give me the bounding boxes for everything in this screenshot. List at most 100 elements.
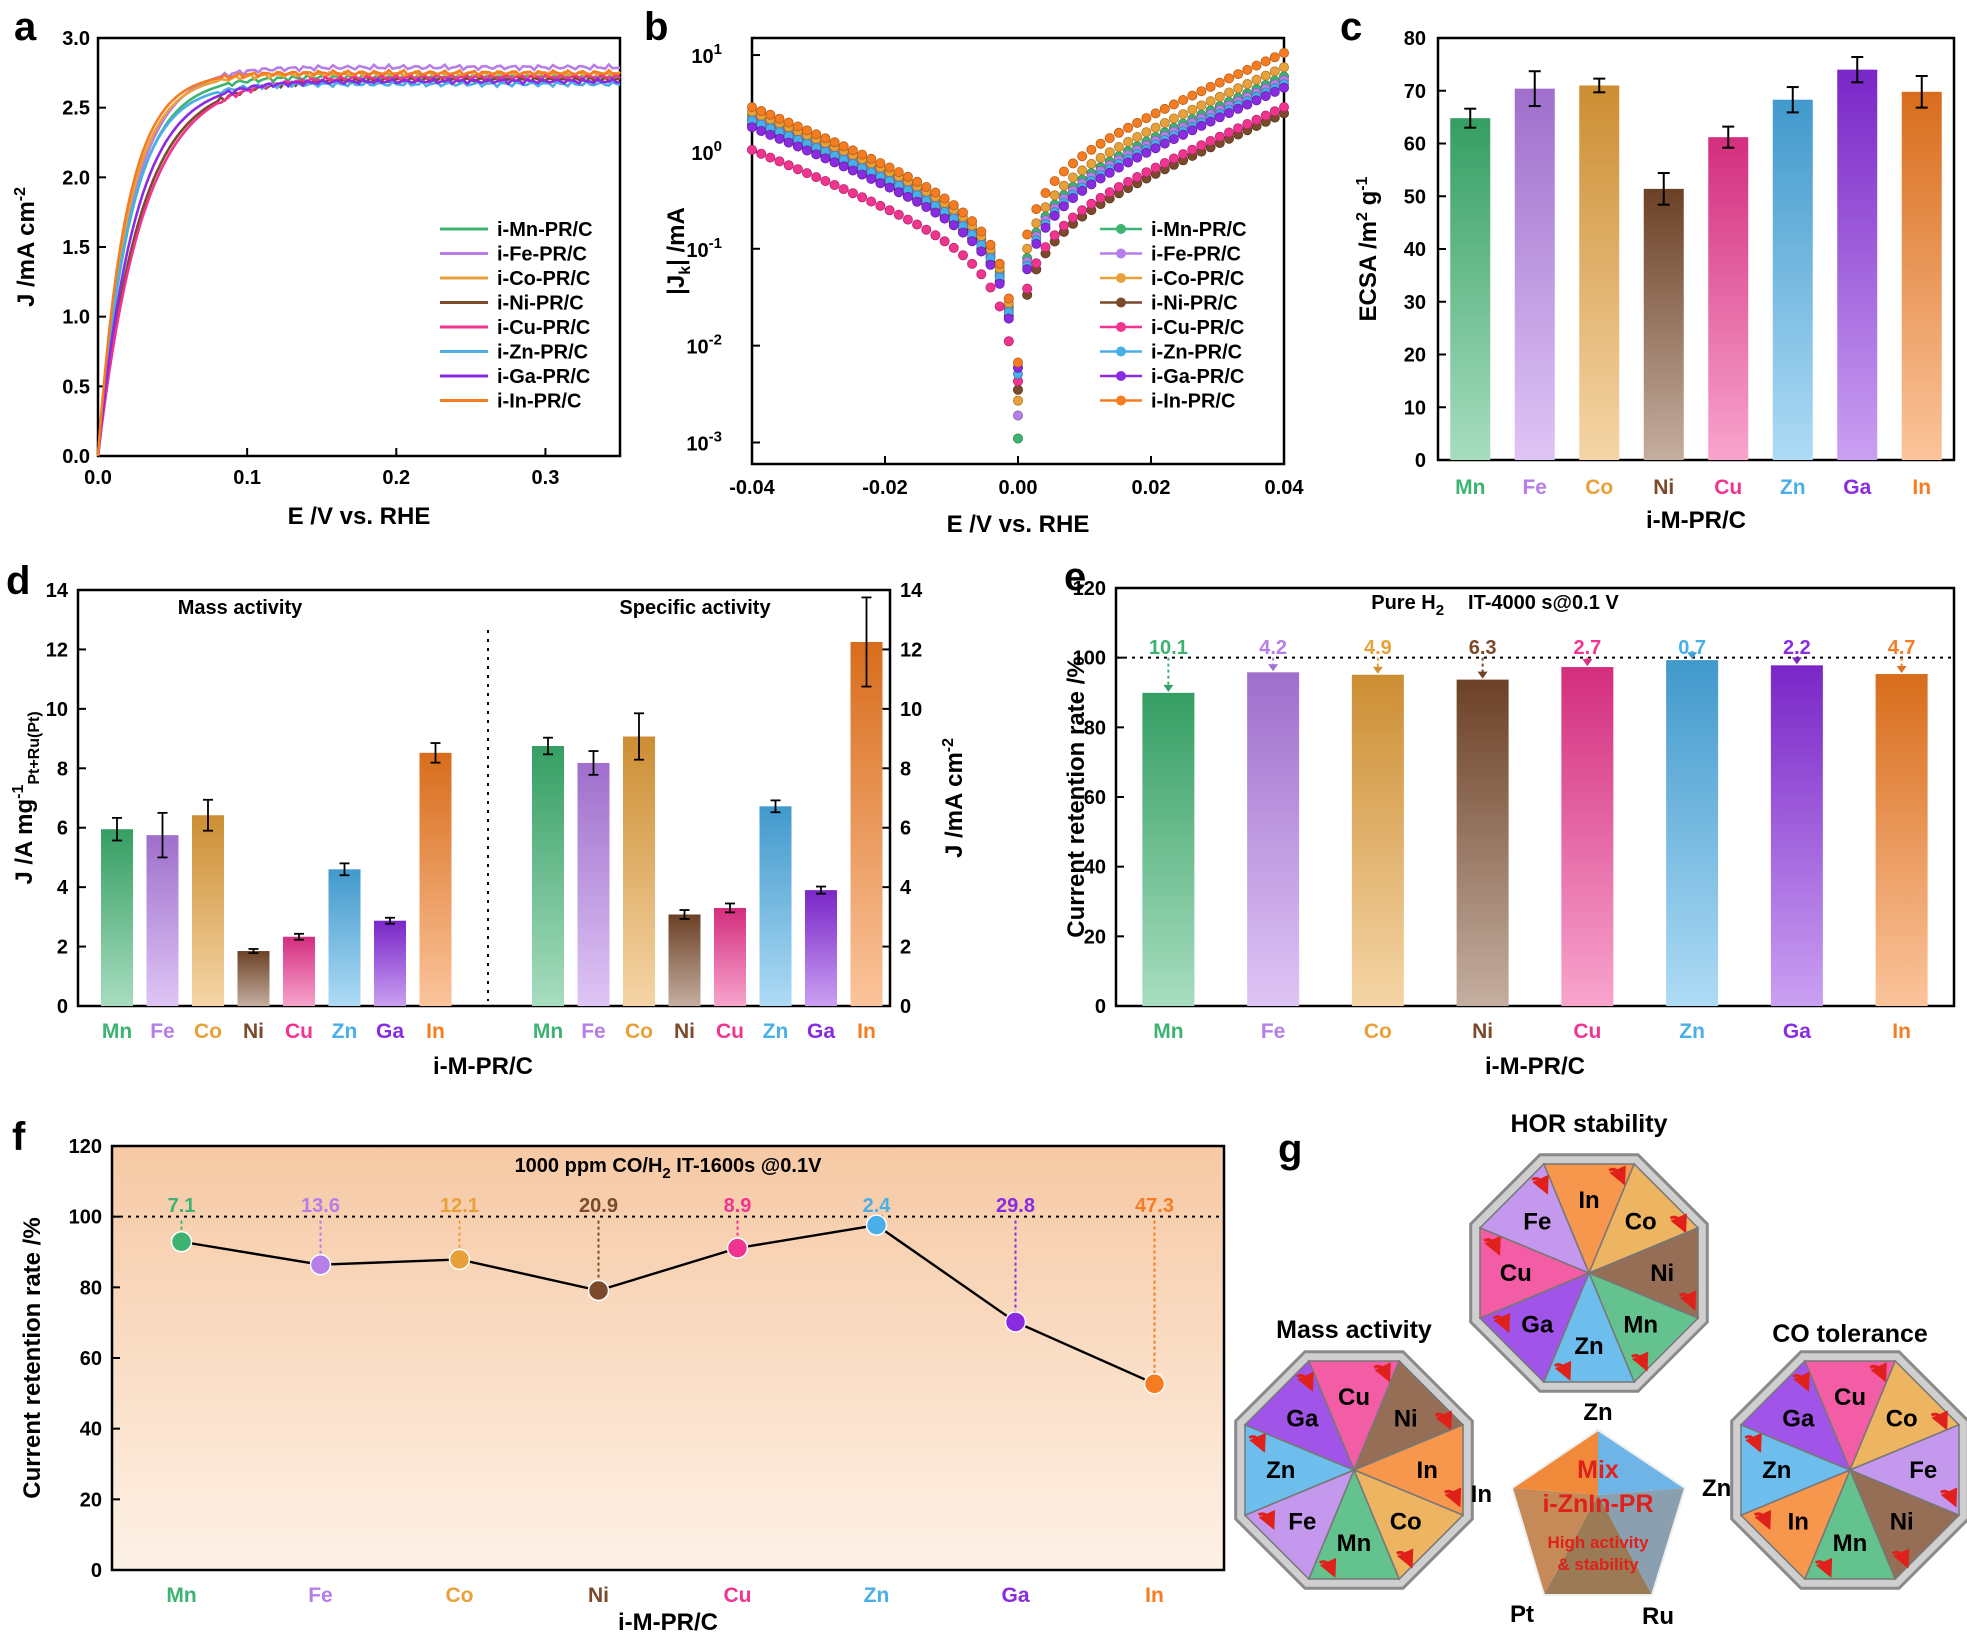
data-point-b-In [930, 187, 941, 198]
bar-d-mass-Mn [101, 829, 133, 1006]
bar-d-mass-In [419, 752, 452, 1006]
data-point-b-Co [1269, 66, 1280, 77]
data-point-b-Ga [976, 246, 987, 257]
data-point-b-Co [1077, 165, 1088, 176]
annotation-post: IT-4000 s@0.1 V [1468, 592, 1619, 614]
y-tick-label-a: 3.0 [62, 28, 90, 50]
bar-c-Fe [1514, 88, 1555, 460]
data-point-b-Cu [1150, 162, 1161, 173]
data-point-b-Cu [1077, 205, 1088, 216]
wheel-label-In: In [1417, 1457, 1438, 1484]
data-point-b-Cu [1205, 135, 1216, 146]
wheel-arrow [1531, 1174, 1549, 1195]
data-point-b-Cu [1022, 283, 1033, 294]
data-point-b-Cu [875, 200, 886, 211]
annotation-main: 1000 ppm CO/H [515, 1155, 663, 1177]
y-tick-base: 10 [686, 337, 708, 359]
data-point-b-Cu [1031, 258, 1042, 269]
data-point-b-Cu [783, 160, 794, 171]
wheel-label-Zn: Zn [1762, 1457, 1791, 1484]
data-point-b-Ga [1159, 138, 1170, 149]
y-tick-label-f: 100 [69, 1207, 102, 1229]
wheel-arrow [1678, 1290, 1697, 1311]
wheel-arrow [1434, 1410, 1452, 1431]
y-tick-label-e: 80 [1084, 717, 1106, 739]
y-axis-title-sup: -2 [940, 738, 957, 752]
wheel-arrow [1248, 1432, 1266, 1453]
wheel-label-Zn: Zn [1574, 1333, 1603, 1360]
wheel-1: HOR stability In Co Ni Mn Zn Ga Cu Fe [1469, 1110, 1709, 1393]
data-point-b-Co [1049, 190, 1060, 201]
data-point-b-In [1003, 293, 1014, 304]
data-point-b-Co [1086, 158, 1097, 169]
x-category-label-f-In: In [1145, 1584, 1164, 1607]
x-category-label-d-specific-In: In [857, 1020, 876, 1043]
wheel-label-Cu: Cu [1500, 1260, 1532, 1287]
y-tick-exp: -2 [709, 332, 722, 349]
y-tick-label-right-d: 14 [900, 580, 923, 602]
y-axis-title-left-d: J /A mg-1Pt+Ru(Pt) [10, 711, 43, 884]
y-tick-label-c: 20 [1404, 345, 1426, 367]
data-point-b-Cu [1269, 106, 1280, 117]
data-point-b-In [838, 141, 849, 152]
x-category-label-e-Mn: Mn [1153, 1020, 1183, 1043]
bar-d-specific-Zn [759, 806, 792, 1006]
data-point-b-Co [1178, 109, 1189, 120]
data-point-b-Ga [1214, 112, 1225, 123]
legend-label-b-In: i-In-PR/C [1151, 391, 1235, 413]
y-tick-label-f: 0 [91, 1560, 102, 1582]
bar-e-Cu [1561, 667, 1614, 1006]
data-point-b-In [792, 121, 803, 132]
pentagon-label-top: Zn [1583, 1399, 1612, 1426]
data-point-b-Ga [1104, 167, 1115, 178]
x-category-label-c-Co: Co [1585, 476, 1613, 499]
y-tick-label-a: 2.5 [62, 98, 90, 120]
legend-label-b-Ga: i-Ga-PR/C [1151, 366, 1244, 388]
data-point-b-Ga [875, 178, 886, 189]
y-axis-title-right-d: J /mA cm-2 [940, 738, 968, 858]
data-point-b-In [1086, 144, 1097, 155]
x-category-label-c-Ga: Ga [1843, 476, 1871, 499]
y-tick-label-right-d: 6 [900, 818, 911, 840]
data-point-b-Ga [1187, 125, 1198, 136]
data-point-b-Co [1104, 147, 1115, 158]
x-category-label-e-Co: Co [1364, 1020, 1392, 1043]
data-point-b-In [902, 171, 913, 182]
loss-label-e-Ni: 6.3 [1469, 637, 1497, 659]
data-point-b-In [811, 129, 822, 140]
drop-arrow-e-Ga [1791, 657, 1802, 665]
data-point-b-Cu [765, 152, 776, 163]
x-category-label-c-Fe: Fe [1522, 476, 1547, 499]
wheel-label-Cu: Cu [1338, 1384, 1370, 1411]
pentagon-label-bottom-left: Pt [1510, 1601, 1534, 1628]
data-point-b-Cu [1178, 149, 1189, 160]
loss-label-f-Fe: 13.6 [301, 1195, 340, 1217]
data-point-b-Cu [958, 250, 969, 261]
y-axis-title-mid: g [1355, 191, 1382, 212]
data-point-b-In [1040, 187, 1051, 198]
data-point-b-Cu [1068, 212, 1079, 223]
y-tick-label-a: 2.0 [62, 167, 90, 189]
data-point-b-Cu [967, 258, 978, 269]
y-tick-label-c: 0 [1415, 450, 1426, 472]
y-tick-label-right-d: 0 [900, 996, 911, 1018]
legend-marker-b-Fe [1116, 248, 1126, 259]
pentagon-label-right: Zn [1702, 1475, 1731, 1502]
data-point-b-In [783, 117, 794, 128]
data-point-f-In [1143, 1373, 1166, 1395]
loss-label-e-Fe: 4.2 [1259, 637, 1287, 659]
pentagon-mix-line1: Mix [1577, 1456, 1619, 1484]
x-category-label-d-mass-Ni: Ni [243, 1020, 264, 1043]
series-line-a-Ni [96, 75, 621, 457]
y-tick-label-left-d: 2 [57, 937, 68, 959]
legend-label-b-Ni: i-Ni-PR/C [1151, 293, 1238, 315]
data-point-b-Ga [847, 165, 858, 176]
data-point-b-In [1022, 229, 1033, 240]
wheel-arrow [1608, 1165, 1626, 1186]
data-point-b-In [1132, 117, 1143, 128]
wheel-label-Cu: Cu [1834, 1384, 1866, 1411]
data-point-b-Ga [792, 141, 803, 152]
data-point-b-Co [1123, 136, 1134, 147]
annotation-sub: 2 [1436, 602, 1444, 619]
